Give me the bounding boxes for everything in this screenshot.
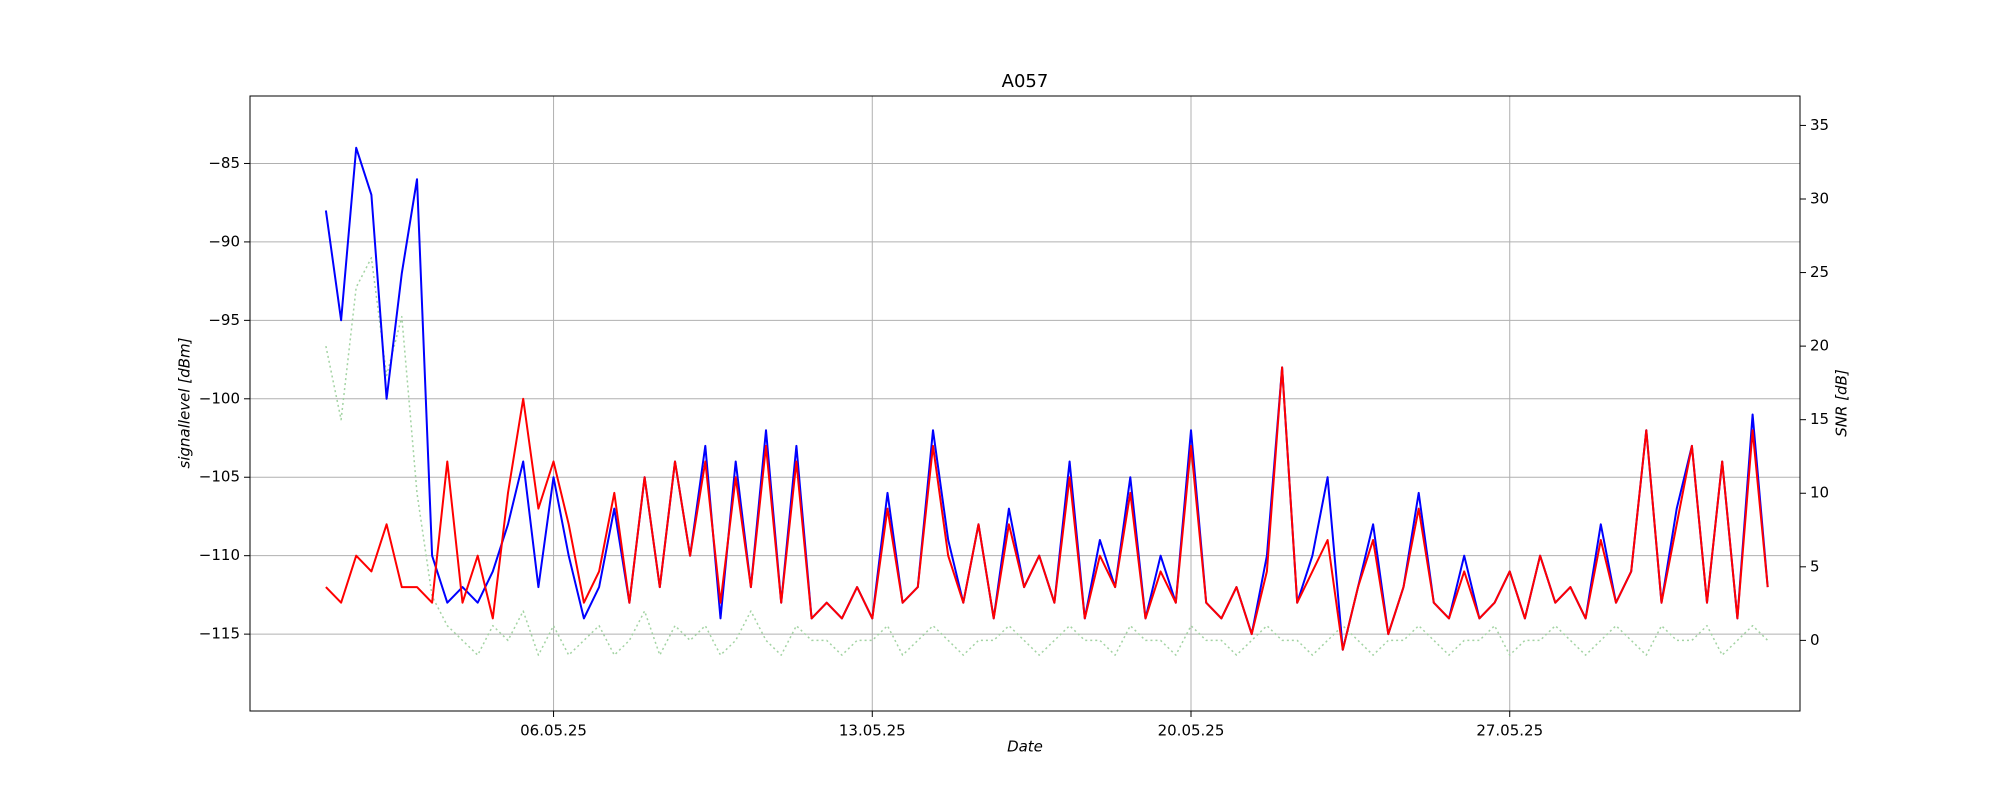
x-tick-label: 20.05.25 [1158, 722, 1225, 740]
y2-axis-label: SNR [dB] [1833, 369, 1851, 437]
y-axis-label: signallevel [dBm] [176, 337, 194, 468]
plot-frame [249, 95, 1801, 712]
y-tick-label: −110 [199, 546, 240, 564]
y2-tick-label: 5 [1810, 557, 1820, 575]
series-line [325, 257, 1769, 656]
y2-tick-label: 25 [1810, 263, 1829, 281]
y-tick-label: −100 [199, 389, 240, 407]
y2-tick-label: 10 [1810, 484, 1829, 502]
y-tick-label: −85 [208, 154, 240, 172]
chart-title: A057 [1002, 71, 1049, 92]
y-tick-label: −105 [199, 468, 240, 486]
y-tick-label: −115 [199, 625, 240, 643]
y2-tick-label: 15 [1810, 410, 1829, 428]
x-axis-label: Date [1007, 738, 1043, 756]
x-tick-label: 27.05.25 [1476, 722, 1543, 740]
y2-tick-label: 20 [1810, 337, 1829, 355]
y-tick-label: −95 [208, 311, 240, 329]
series-line [325, 366, 1769, 651]
x-tick-label: 13.05.25 [839, 722, 906, 740]
y2-tick-label: 30 [1810, 189, 1829, 207]
y2-tick-label: 0 [1810, 631, 1820, 649]
y2-tick-label: 35 [1810, 116, 1829, 134]
x-tick-label: 06.05.25 [520, 722, 587, 740]
y-tick-label: −90 [208, 232, 240, 250]
